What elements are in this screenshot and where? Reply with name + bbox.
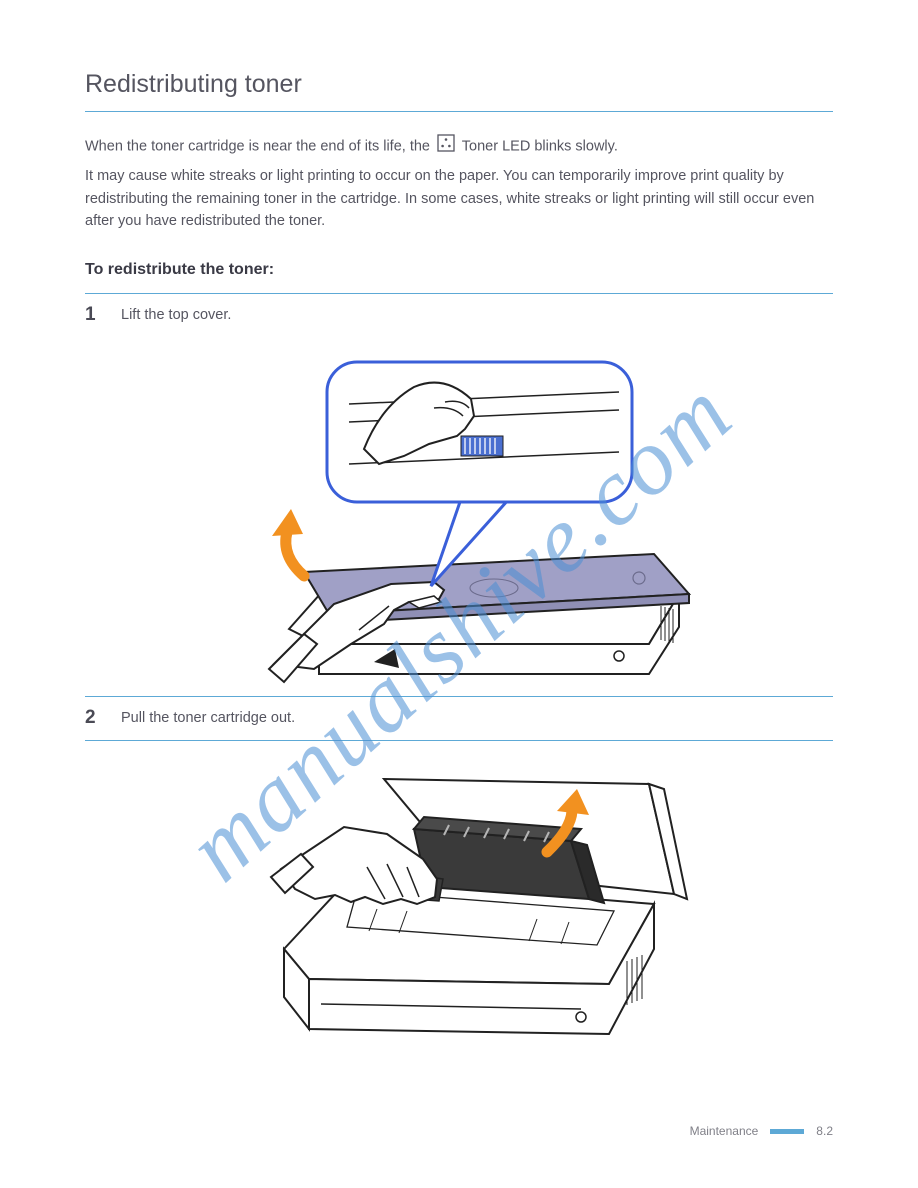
intro-text-after: Toner LED blinks slowly. <box>462 139 618 155</box>
footer-label: Maintenance <box>690 1124 759 1138</box>
lift-arrow-icon <box>272 509 304 576</box>
footer-page-main: 8 <box>816 1124 823 1138</box>
callout-bubble <box>327 362 632 586</box>
footer-page: 8.2 <box>816 1124 833 1138</box>
step-number: 2 <box>85 707 107 729</box>
step-text: Pull the toner cartridge out. <box>121 707 833 729</box>
illustration-2-wrap <box>85 741 833 1071</box>
step-1-box: 1 Lift the top cover. <box>85 293 833 336</box>
footer-page-sub: .2 <box>823 1124 833 1138</box>
step-number: 1 <box>85 304 107 326</box>
intro-paragraph-2: It may cause white streaks or light prin… <box>85 165 833 232</box>
hand-icon <box>271 827 437 904</box>
section-title: Redistributing toner <box>85 70 833 99</box>
intro-paragraph-1: When the toner cartridge is near the end… <box>85 134 833 159</box>
footer-bar-icon <box>770 1129 804 1134</box>
section-divider <box>85 111 833 112</box>
toner-icon <box>437 134 455 159</box>
page-footer: Maintenance 8.2 <box>690 1124 833 1138</box>
subheading: To redistribute the toner: <box>85 261 833 279</box>
illustration-1-wrap <box>85 336 833 696</box>
toner-cartridge-icon <box>411 817 604 903</box>
illustration-lift-cover <box>209 344 709 684</box>
illustration-pull-cartridge <box>209 749 709 1059</box>
step-2-box: 2 Pull the toner cartridge out. <box>85 696 833 740</box>
step-text: Lift the top cover. <box>121 304 833 326</box>
intro-text-before: When the toner cartridge is near the end… <box>85 139 434 155</box>
